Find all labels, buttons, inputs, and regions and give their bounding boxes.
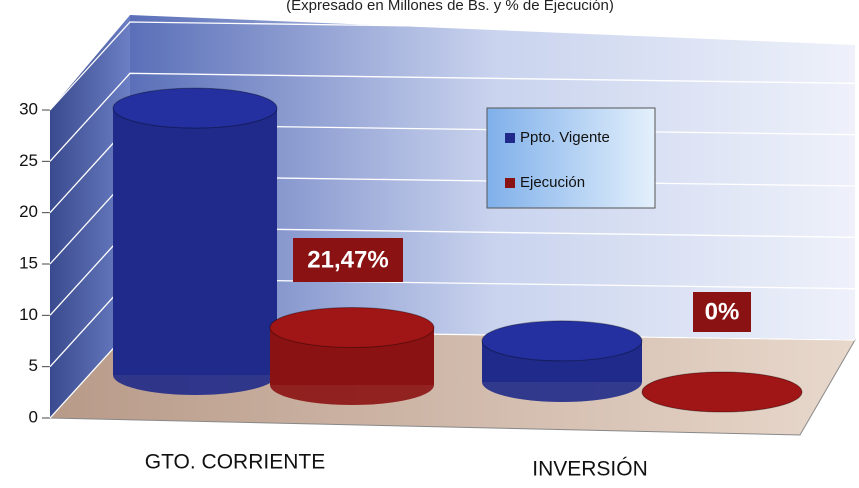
legend-box (486, 107, 656, 209)
y-tick-label: 25 (19, 151, 38, 170)
legend-swatch (505, 178, 515, 188)
cylinder-body (113, 108, 277, 376)
annotation: 0% (705, 298, 740, 325)
legend-label: Ejecución (520, 174, 585, 191)
y-tick-label: 20 (19, 202, 38, 221)
y-tick-label: 10 (19, 305, 38, 324)
x-tick-label: INVERSIÓN (532, 458, 648, 481)
annotation-box (693, 292, 751, 332)
x-tick-label: GTO. CORRIENTE (145, 451, 325, 474)
subtitle: (Expresado en Millones de Bs. y % de Eje… (286, 0, 614, 14)
legend-label: Ppto. Vigente (520, 129, 610, 146)
cylinder-top (481, 320, 643, 362)
legend-swatch (505, 133, 515, 143)
side-wall (50, 15, 130, 418)
annotation-box (293, 238, 403, 282)
annotation: 21,47% (307, 246, 388, 273)
y-tick-label: 30 (19, 99, 38, 118)
cylinder-top (112, 87, 278, 129)
cylinder-top (641, 371, 803, 413)
grid-line (49, 21, 856, 111)
grid-line (49, 72, 856, 162)
cylinder-top (269, 307, 435, 349)
y-tick-label: 5 (29, 356, 38, 375)
y-tick-label: 15 (19, 253, 38, 272)
y-tick-label: 0 (29, 407, 38, 426)
